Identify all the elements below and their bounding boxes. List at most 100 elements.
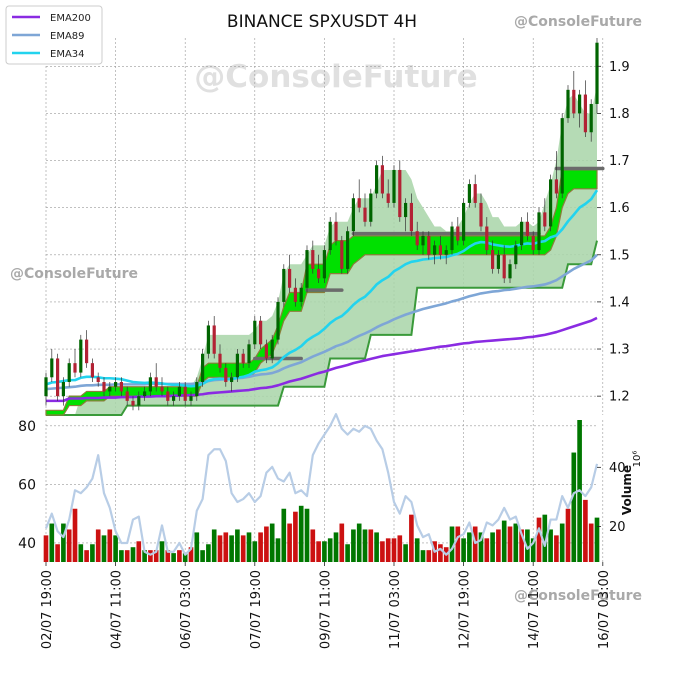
candle-body-17 [143, 391, 147, 397]
candle-36 [253, 316, 257, 350]
candle-body-38 [264, 344, 268, 359]
candle-body-7 [85, 339, 89, 364]
candle-body-94 [589, 103, 593, 133]
candle-body-50 [334, 221, 338, 241]
price-tick-label-7: 1.9 [609, 60, 630, 75]
x-tick-label-8: 16/07 03:00 [597, 570, 612, 649]
candle-body-72 [462, 202, 466, 241]
candle-18 [148, 372, 152, 397]
candle-90 [566, 85, 570, 123]
volume-bar-12 [113, 535, 118, 562]
volume-bar-21 [165, 550, 171, 562]
candle-57 [375, 160, 379, 199]
candle-body-10 [102, 382, 106, 392]
candle-51 [340, 235, 344, 274]
candle-47 [317, 254, 321, 284]
volume-axes: 40 60 80 20 40 [18, 419, 625, 552]
volume-bar-63 [409, 514, 414, 562]
volume-bar-10 [101, 535, 107, 562]
candle-19 [154, 363, 158, 392]
candle-body-92 [578, 94, 582, 114]
volume-bar-53 [351, 529, 356, 562]
candle-6 [79, 334, 83, 378]
volume-bar-49 [327, 538, 333, 562]
candle-body-74 [473, 184, 477, 203]
candle-49 [328, 217, 332, 255]
candle-2 [56, 353, 60, 401]
candle-59 [386, 179, 390, 208]
candle-38 [264, 339, 268, 364]
candle-body-91 [572, 89, 576, 114]
volume-bar-87 [548, 529, 553, 562]
volume-bar-35 [246, 532, 252, 562]
candle-body-0 [44, 377, 48, 397]
volume-bar-18 [148, 550, 153, 562]
volume-bar-16 [136, 541, 142, 562]
candle-95 [595, 38, 599, 114]
candle-body-22 [172, 396, 176, 401]
candle-body-57 [375, 165, 379, 194]
volume-bar-7 [84, 550, 89, 562]
candle-body-58 [380, 165, 384, 194]
candle-65 [421, 231, 425, 255]
candle-53 [351, 193, 355, 236]
volume-bar-17 [142, 550, 147, 562]
volume-bar-26 [194, 532, 200, 562]
volume-bar-55 [362, 529, 368, 562]
volume-bar-24 [182, 553, 188, 562]
candle-87 [549, 174, 553, 232]
indicator-line [44, 413, 599, 556]
candle-body-77 [491, 250, 495, 269]
volume-bar-80 [507, 526, 513, 562]
candle-body-71 [456, 226, 460, 241]
candle-body-64 [415, 231, 419, 246]
volume-bar-42 [287, 523, 292, 562]
candle-body-95 [595, 42, 599, 104]
candle-body-11 [108, 386, 112, 392]
cloud-layer [46, 85, 598, 416]
candle-28 [206, 320, 210, 359]
candle-body-33 [235, 353, 239, 378]
candle-91 [572, 70, 576, 119]
plateau-layer [253, 166, 605, 361]
volume-indicator-line [44, 413, 599, 556]
volume-axis-exponent: 10⁶ [632, 451, 643, 468]
volume-left-tick-label-2: 80 [18, 419, 36, 435]
volume-bar-78 [496, 529, 501, 562]
candle-34 [241, 349, 245, 368]
candle-89 [560, 113, 564, 199]
candle-body-13 [119, 382, 123, 392]
candle-body-56 [369, 193, 373, 222]
x-axis: 02/07 19:00 04/07 11:00 06/07 03:00 07/07 1… [40, 562, 612, 649]
candle-43 [293, 278, 297, 307]
candle-body-80 [508, 264, 512, 279]
volume-bar-11 [107, 529, 113, 562]
volume-bar-9 [95, 529, 101, 562]
candle-40 [276, 297, 280, 345]
volume-bar-75 [478, 532, 484, 562]
candle-45 [305, 245, 309, 293]
volume-bar-77 [490, 532, 495, 562]
candle-31 [224, 363, 228, 387]
price-tick-label-3: 1.5 [609, 248, 630, 263]
candle-23 [177, 382, 181, 401]
candle-5 [73, 349, 77, 378]
candle-body-15 [131, 400, 135, 406]
candle-body-27 [201, 353, 205, 383]
candle-55 [363, 193, 367, 227]
volume-bar-31 [223, 532, 229, 562]
candle-body-86 [543, 212, 547, 227]
candle-61 [398, 160, 402, 222]
candle-7 [85, 330, 89, 368]
volume-bar-62 [403, 544, 408, 562]
candle-64 [415, 221, 419, 251]
candle-body-30 [218, 353, 222, 368]
volume-bar-83 [525, 529, 530, 562]
volume-bar-43 [293, 511, 298, 562]
candle-46 [311, 240, 315, 274]
candle-10 [102, 377, 106, 397]
candle-58 [380, 155, 384, 199]
candle-body-20 [160, 386, 164, 392]
candle-body-52 [346, 231, 350, 269]
